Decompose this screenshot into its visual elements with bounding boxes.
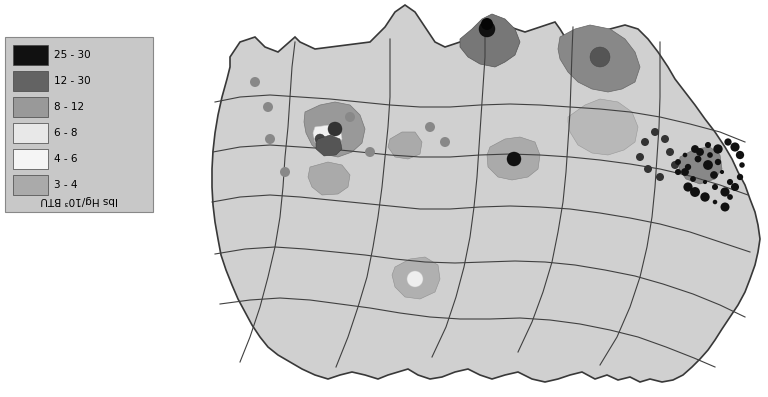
Circle shape (345, 112, 355, 122)
Polygon shape (392, 257, 440, 299)
Circle shape (365, 147, 375, 157)
Polygon shape (388, 132, 422, 159)
Polygon shape (679, 147, 722, 184)
Circle shape (710, 171, 718, 179)
Circle shape (674, 157, 683, 167)
Polygon shape (487, 137, 540, 180)
Circle shape (702, 179, 707, 185)
Bar (13, 123, 48, 143)
Text: 4 - 6: 4 - 6 (54, 154, 78, 164)
Circle shape (684, 183, 692, 191)
Circle shape (425, 122, 435, 132)
Circle shape (703, 160, 713, 170)
Circle shape (737, 174, 743, 180)
Circle shape (671, 161, 679, 169)
Text: 8 - 12: 8 - 12 (54, 102, 84, 112)
Bar (13, 149, 48, 169)
Polygon shape (316, 135, 342, 156)
Text: 3 - 4: 3 - 4 (54, 180, 78, 190)
Circle shape (737, 152, 743, 158)
Circle shape (713, 185, 717, 189)
Circle shape (722, 204, 728, 210)
Circle shape (507, 152, 521, 166)
Circle shape (732, 144, 738, 150)
Circle shape (676, 170, 680, 174)
Bar (13, 97, 48, 117)
Polygon shape (313, 125, 342, 147)
Circle shape (656, 173, 664, 181)
Circle shape (720, 187, 730, 197)
Circle shape (661, 135, 669, 143)
Circle shape (479, 21, 495, 37)
Circle shape (265, 134, 275, 144)
Circle shape (651, 128, 659, 136)
Circle shape (407, 271, 423, 287)
Circle shape (666, 148, 674, 156)
Circle shape (739, 162, 746, 168)
Circle shape (726, 177, 734, 187)
Circle shape (728, 195, 732, 199)
Circle shape (681, 168, 689, 176)
Text: 25 - 30: 25 - 30 (54, 50, 91, 60)
Circle shape (315, 134, 325, 144)
Bar (13, 71, 48, 91)
Circle shape (250, 77, 260, 87)
Circle shape (693, 147, 697, 151)
Polygon shape (212, 5, 760, 382)
Text: lbs Hg/10³ BTU: lbs Hg/10³ BTU (40, 195, 118, 205)
Circle shape (697, 150, 703, 154)
Circle shape (690, 187, 700, 197)
Polygon shape (304, 102, 365, 157)
Bar (5, 37, 153, 212)
Circle shape (717, 168, 727, 177)
Bar (13, 175, 48, 195)
Circle shape (683, 162, 693, 172)
Polygon shape (460, 14, 520, 67)
Circle shape (694, 154, 703, 164)
Circle shape (644, 165, 652, 173)
Circle shape (707, 152, 713, 158)
Circle shape (715, 159, 721, 165)
Circle shape (590, 47, 610, 67)
Polygon shape (558, 25, 640, 92)
Bar (13, 45, 48, 65)
Polygon shape (568, 99, 638, 155)
Circle shape (440, 137, 450, 147)
Circle shape (710, 198, 720, 206)
Circle shape (690, 177, 695, 181)
Circle shape (328, 122, 342, 136)
Circle shape (481, 18, 493, 30)
Circle shape (702, 194, 708, 200)
Text: 12 - 30: 12 - 30 (54, 76, 91, 86)
Circle shape (716, 146, 720, 152)
Circle shape (730, 183, 740, 191)
Circle shape (636, 153, 644, 161)
Circle shape (704, 141, 712, 148)
Circle shape (280, 167, 290, 177)
Circle shape (681, 151, 689, 159)
Polygon shape (308, 162, 350, 195)
Circle shape (641, 138, 649, 146)
Circle shape (263, 102, 273, 112)
Circle shape (725, 139, 730, 145)
Text: 6 - 8: 6 - 8 (54, 128, 78, 138)
